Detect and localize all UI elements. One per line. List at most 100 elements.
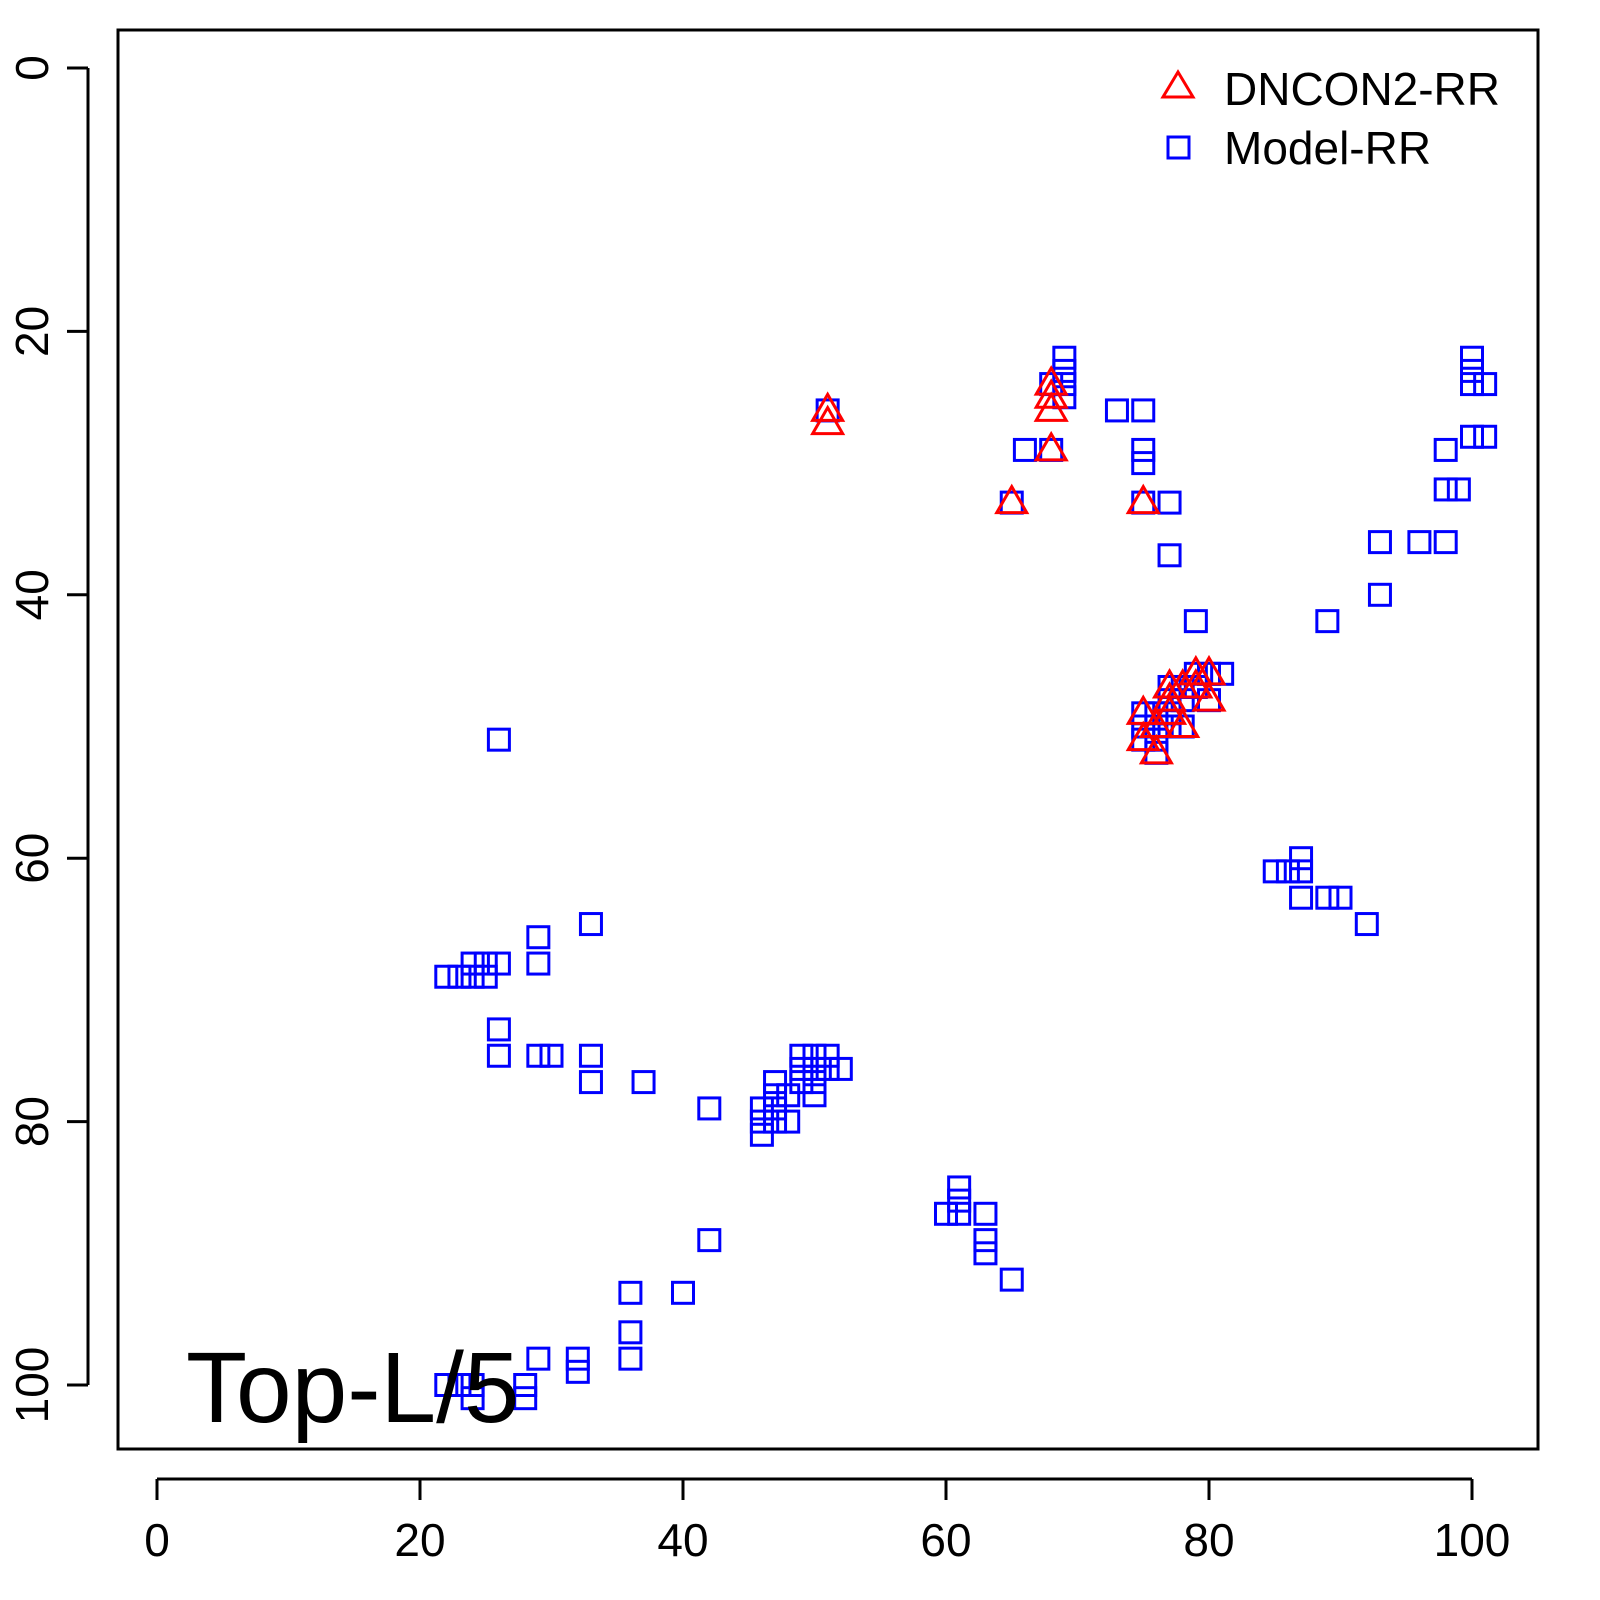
- dncon2-rr-point: [810, 404, 846, 436]
- model-rr-point: [434, 1373, 459, 1397]
- model-rr-point: [763, 1083, 788, 1108]
- model-rr-point: [828, 1056, 853, 1081]
- model-rr-point: [1289, 859, 1314, 884]
- model-rr-point: [565, 1346, 590, 1371]
- legend-label-dncon2: DNCON2-RR: [1224, 63, 1500, 115]
- x-tick-label: 100: [1434, 1514, 1511, 1566]
- model-rr-point: [1157, 490, 1182, 515]
- y-tick-label: 20: [6, 306, 58, 357]
- x-tick-label: 0: [144, 1514, 170, 1566]
- model-rr-point: [447, 1373, 472, 1397]
- model-rr-point: [1433, 530, 1458, 555]
- model-rr-point: [460, 1386, 485, 1411]
- model-rr-point: [789, 1043, 814, 1068]
- model-rr-point: [578, 1070, 603, 1095]
- dncon2-rr-point: [1165, 707, 1201, 738]
- legend-triangle-icon: [1160, 69, 1196, 99]
- model-rr-point: [486, 951, 511, 976]
- legend: DNCON2-RR Model-RR: [1160, 63, 1500, 174]
- model-rr-point: [618, 1346, 643, 1371]
- dncon2-rr-point: [1191, 681, 1227, 712]
- model-rr-point: [526, 1043, 551, 1068]
- dncon2-rr-point: [1151, 694, 1188, 725]
- model-rr-point: [1367, 582, 1392, 607]
- model-rr-point: [473, 964, 498, 989]
- model-rr-point: [539, 1043, 564, 1068]
- dncon2-rr-point: [1033, 430, 1069, 462]
- x-tick-label: 20: [394, 1514, 445, 1566]
- y-tick-label: 60: [6, 833, 58, 884]
- model-rr-point: [1157, 543, 1182, 568]
- model-rr-point: [526, 925, 551, 950]
- model-rr-point: [1433, 437, 1458, 462]
- model-rr-point: [578, 912, 603, 937]
- model-rr-point: [1131, 437, 1156, 462]
- model-rr-point: [1407, 530, 1432, 555]
- legend-square-icon: [1166, 135, 1191, 160]
- model-rr-point: [697, 1228, 722, 1253]
- model-rr-point: [973, 1228, 998, 1253]
- dncon2-rr-point: [1033, 378, 1069, 409]
- model-rr-point: [789, 1070, 814, 1095]
- model-rr-point: [1039, 437, 1064, 462]
- dncon2-rr-point: [1138, 733, 1174, 765]
- model-rr-point: [1131, 451, 1156, 476]
- dncon2-rr-point: [994, 483, 1030, 515]
- model-rr-point: [1315, 885, 1340, 910]
- plot-frame: [116, 28, 1540, 1451]
- model-rr-point: [749, 1122, 774, 1147]
- dncon2-rr-point: [1033, 391, 1069, 422]
- annotation-top-l5: Top-L/5: [186, 1332, 520, 1444]
- model-rr-point: [1012, 437, 1037, 462]
- model-rr-point: [618, 1280, 643, 1305]
- model-rr-point: [618, 1320, 643, 1345]
- legend-label-model: Model-RR: [1224, 122, 1431, 174]
- model-rr-point: [486, 1043, 511, 1068]
- model-rr-point: [749, 1109, 774, 1134]
- model-rr-point: [1052, 345, 1077, 370]
- model-rr-point: [815, 1056, 840, 1081]
- model-rr-point: [486, 1017, 511, 1042]
- model-rr-point: [999, 1267, 1024, 1292]
- model-rr-point: [513, 1386, 538, 1411]
- model-rr-point: [1433, 477, 1458, 502]
- model-rr-point: [1275, 859, 1300, 884]
- model-rr-point: [749, 1096, 774, 1121]
- model-rr-point: [973, 1201, 998, 1226]
- model-rr-point: [1473, 424, 1498, 449]
- model-rr-point: [973, 1241, 998, 1266]
- model-rr-point: [1131, 398, 1156, 423]
- model-rr-point: [934, 1201, 958, 1226]
- model-rr-point: [1460, 345, 1484, 370]
- model-rr-point: [460, 964, 485, 989]
- y-tick-label: 0: [6, 55, 58, 81]
- model-rr-point: [947, 1175, 972, 1200]
- dncon2-rr-point: [1125, 483, 1161, 515]
- model-rr-point: [1328, 885, 1353, 910]
- dncon2-rr-point: [810, 391, 846, 422]
- model-rr-point: [447, 964, 472, 989]
- model-rr-point: [1460, 358, 1484, 383]
- dncon2-rr-point: [1178, 667, 1214, 699]
- model-rr-point: [802, 1070, 827, 1095]
- model-rr-point: [789, 1056, 814, 1081]
- model-rr-point: [802, 1056, 827, 1081]
- model-rr-point: [1104, 398, 1129, 423]
- model-rr-point: [1460, 424, 1484, 449]
- model-rr-point: [947, 1188, 972, 1213]
- model-rr-point: [697, 1096, 722, 1121]
- model-rr-point: [578, 1043, 603, 1068]
- model-rr-point: [1315, 609, 1340, 634]
- model-rr-point: [473, 951, 498, 976]
- model-rr-point: [776, 1083, 801, 1108]
- model-rr-point: [763, 1096, 788, 1121]
- model-rr-point: [486, 727, 511, 752]
- model-rr-point: [947, 1201, 972, 1226]
- dncon2-rr-point: [1151, 681, 1188, 712]
- model-rr-point: [1289, 885, 1314, 910]
- model-rr-point: [631, 1070, 656, 1095]
- model-rr-point: [434, 964, 459, 989]
- y-tick-label: 100: [6, 1347, 58, 1424]
- model-rr-point: [763, 1070, 788, 1095]
